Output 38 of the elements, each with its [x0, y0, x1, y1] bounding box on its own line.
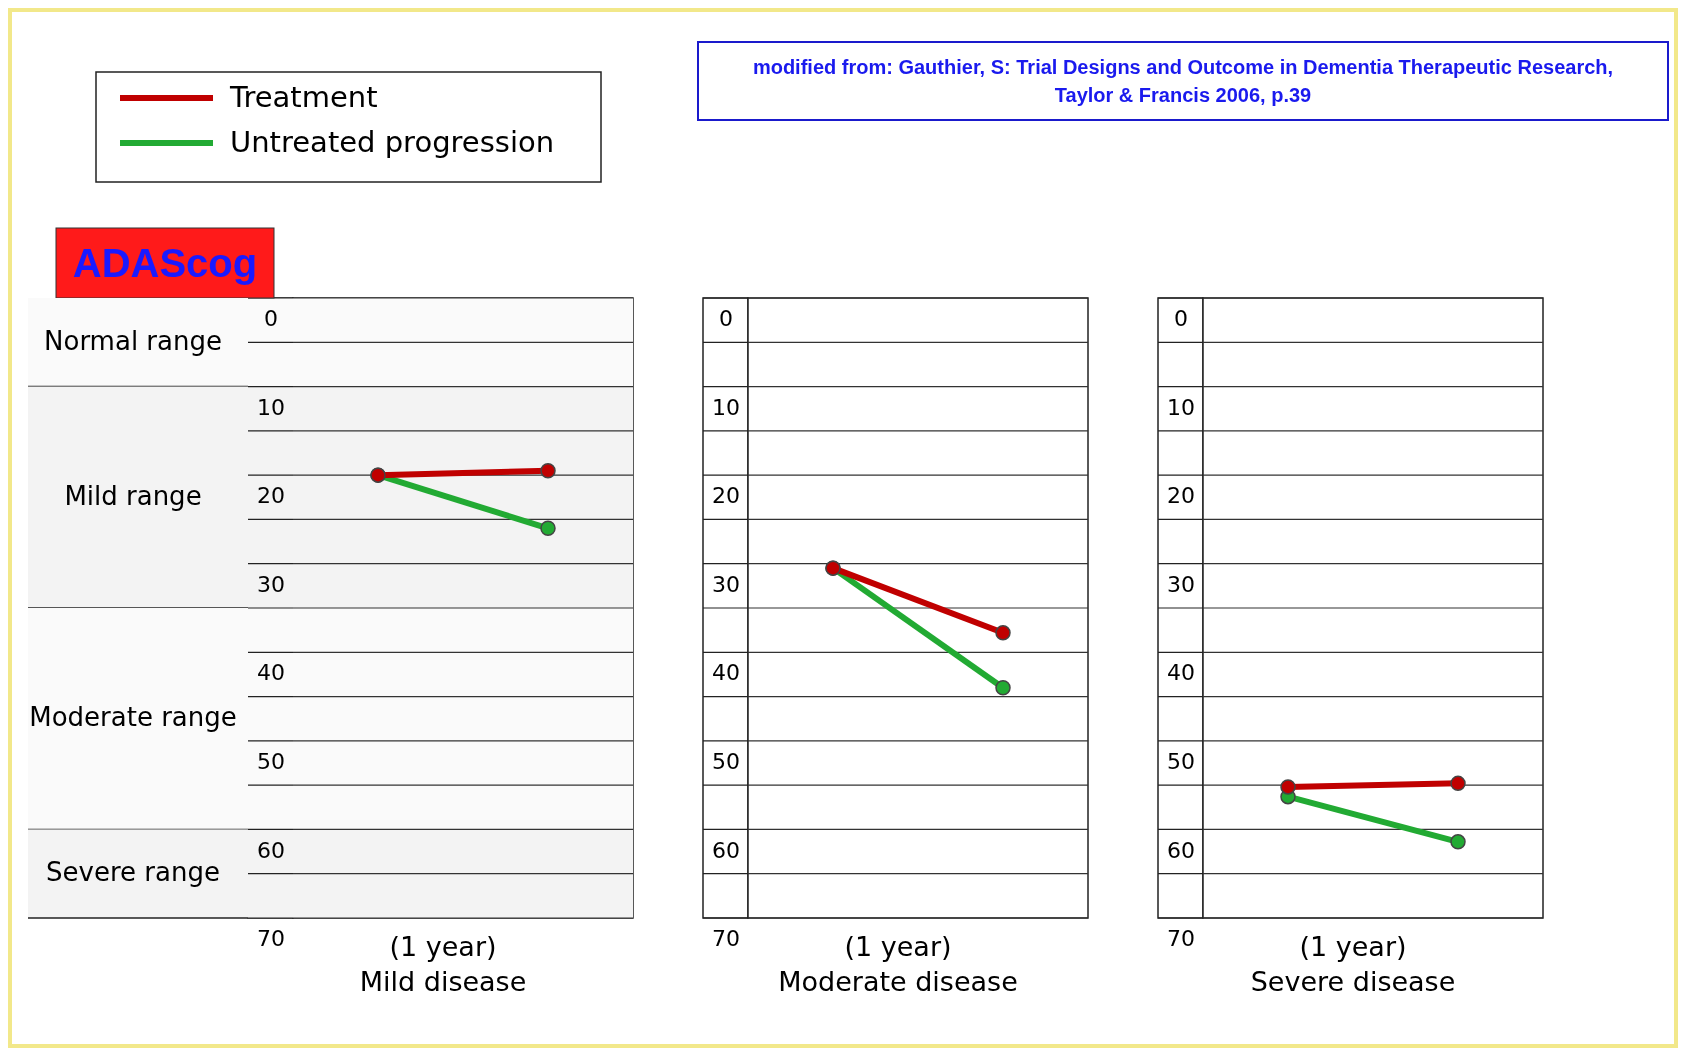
y-tick-label: 50 — [257, 749, 285, 774]
legend-label: Untreated progression — [230, 125, 555, 159]
y-tick-label: 70 — [257, 926, 285, 951]
y-tick-label: 10 — [712, 394, 740, 420]
y-tick-label: 50 — [712, 749, 740, 774]
y-tick-label: 60 — [257, 837, 285, 863]
y-tick-label: 30 — [712, 571, 740, 597]
band-label: Severe range — [46, 857, 220, 888]
y-tick-label: 50 — [1167, 749, 1195, 774]
x-axis-title: (1 year) — [389, 931, 497, 962]
y-tick-label: 30 — [1167, 571, 1195, 597]
text: modified from: Gauthier, S: Trial Designs and Outcome in Dementia Therapeutic Research, Taylor & Francis 2006, p.39 — [752, 56, 1614, 106]
x-axis-title: (1 year) — [1299, 931, 1407, 962]
y-tick-label: 60 — [1167, 837, 1195, 863]
y-tick-label: 30 — [257, 571, 285, 597]
x-axis-title: (1 year) — [844, 931, 952, 962]
band-label: Mild range — [64, 480, 202, 511]
y-tick-label: 20 — [257, 483, 285, 509]
band-label: Moderate range — [29, 702, 237, 733]
text: Moderate disease — [778, 966, 1018, 997]
y-tick-label: 20 — [712, 483, 740, 509]
legend-label: Treatment — [229, 80, 378, 114]
y-tick-label: 40 — [712, 660, 740, 686]
y-tick-label: 0 — [264, 306, 278, 332]
text: Severe disease — [1250, 966, 1456, 997]
y-tick-label: 70 — [712, 926, 740, 951]
y-tick-label: 10 — [1167, 394, 1195, 420]
band-label: Normal range — [44, 325, 222, 356]
y-tick-label: 0 — [1174, 306, 1188, 332]
y-tick-label: 20 — [1167, 483, 1195, 509]
y-tick-label: 70 — [1167, 926, 1195, 951]
y-tick-label: 0 — [719, 306, 733, 332]
y-axis-title: ADAScog — [72, 240, 258, 285]
y-tick-label: 10 — [257, 394, 285, 420]
y-tick-label: 40 — [1167, 660, 1195, 686]
y-tick-label: 40 — [257, 660, 285, 686]
y-tick-label: 60 — [712, 837, 740, 863]
text: Mild disease — [359, 966, 527, 997]
